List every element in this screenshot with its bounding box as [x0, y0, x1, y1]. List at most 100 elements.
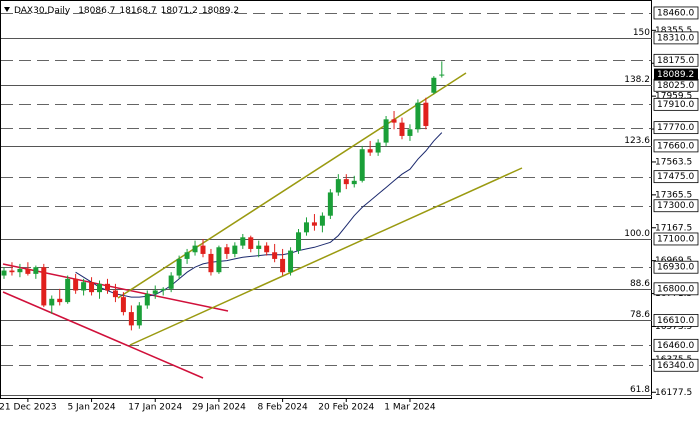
candle-body [57, 298, 63, 303]
candle-body [97, 283, 103, 293]
candle-body [359, 149, 365, 181]
candle-body [351, 180, 357, 185]
candle-body [256, 245, 262, 249]
candle-body [128, 312, 134, 326]
level-label: 17910.0 [657, 100, 694, 110]
level-box [653, 139, 699, 153]
plot-frame [0, 0, 652, 399]
candle-body [303, 222, 309, 233]
low: 18071.2 [161, 6, 198, 16]
candle-body [280, 258, 286, 273]
x-tick-label: 8 Feb 2024 [257, 403, 308, 413]
candle-body [104, 283, 110, 291]
candle-body [264, 245, 270, 253]
level-box [653, 170, 699, 184]
collapse-icon [4, 7, 10, 12]
fib-label: 88.6 [630, 279, 650, 289]
fib-label: 78.6 [630, 310, 650, 320]
level-box [653, 6, 699, 20]
candle-body [112, 290, 118, 298]
y-tick-label: 17365.5 [655, 190, 692, 200]
candle-body [224, 247, 230, 254]
candle-body [144, 293, 150, 306]
fib-label: 123.6 [624, 136, 650, 146]
candle-body [431, 77, 437, 93]
candle-body [240, 237, 246, 246]
level-box [653, 232, 699, 246]
level-label: 16610.0 [657, 316, 694, 326]
level-label: 18460.0 [657, 8, 694, 18]
candle-body [120, 297, 126, 313]
level-label: 16930.0 [657, 263, 694, 273]
level-box [653, 53, 699, 67]
y-tick-label: 17167.5 [655, 223, 692, 233]
candle-body [272, 252, 278, 259]
x-tick-label: 20 Feb 2024 [318, 403, 374, 413]
candle-body [399, 122, 405, 136]
candle-body [208, 253, 214, 273]
level-label: 16340.0 [657, 361, 694, 371]
level-label: 16800.0 [657, 284, 694, 294]
level-box [653, 358, 699, 372]
candle-body [25, 268, 31, 274]
candle-body [311, 222, 317, 226]
candle-body [33, 267, 39, 274]
red-channel-lower [2, 291, 204, 379]
x-tick-label: 5 Jan 2024 [67, 403, 115, 413]
level-label: 16460.0 [657, 341, 694, 351]
fib-label: 150 [633, 28, 650, 38]
candle-body [296, 232, 302, 251]
level-box [653, 338, 699, 352]
fib-label: 100.0 [624, 229, 650, 239]
candle-body [319, 215, 325, 226]
y-tick-label: 17563.5 [655, 157, 692, 167]
level-box [653, 97, 699, 111]
level-box [653, 121, 699, 135]
candle-body [327, 192, 333, 216]
candle-body [73, 278, 79, 291]
candle-body [343, 179, 349, 185]
y-tick-label: 17959.5 [655, 92, 692, 102]
level-box [653, 313, 699, 327]
y-tick-label: 16177.5 [655, 388, 692, 398]
level-label: 18175.0 [657, 56, 694, 66]
olive-channel-lower [129, 167, 523, 346]
fib-label: 61.8 [630, 385, 650, 395]
level-box [653, 199, 699, 213]
candle-body [81, 282, 87, 291]
candle-body [200, 245, 206, 254]
level-box [653, 260, 699, 274]
high: 18168.7 [119, 6, 156, 16]
candle-body [407, 129, 413, 136]
level-label: 17475.0 [657, 172, 694, 182]
olive-channel-upper [117, 72, 467, 299]
candle-body [136, 305, 142, 326]
candle-body [375, 142, 381, 153]
level-label: 18310.0 [657, 33, 694, 43]
candle-body [391, 119, 397, 123]
close: 18089.2 [202, 6, 239, 16]
candle-body [168, 275, 174, 289]
moving-average [75, 132, 443, 298]
candle-body [383, 119, 389, 143]
candle-body [65, 278, 71, 303]
candle-body [184, 252, 190, 259]
candle-body [160, 288, 166, 291]
level-box [653, 31, 699, 45]
x-tick-label: 1 Mar 2024 [384, 403, 436, 413]
level-label: 17660.0 [657, 141, 694, 151]
candle-body [152, 290, 158, 294]
candle-body [335, 179, 341, 193]
level-label: 18025.0 [657, 81, 694, 91]
candle-body [9, 270, 15, 273]
candle-body [415, 102, 421, 130]
candle-body [232, 245, 238, 254]
level-label: 17770.0 [657, 123, 694, 133]
level-label: 17300.0 [657, 201, 694, 211]
candle-body [89, 282, 95, 293]
candle-body [216, 247, 222, 273]
y-tick-label: 16573.5 [655, 322, 692, 332]
candle-body [1, 270, 7, 276]
symbol: DAX30,Daily [14, 6, 71, 16]
